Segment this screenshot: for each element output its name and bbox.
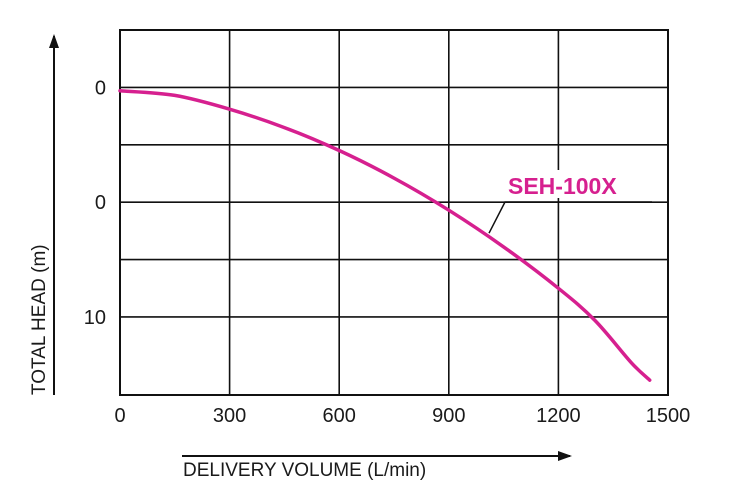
y-tick-label: 10 [84, 307, 106, 329]
series-label-bg [503, 170, 653, 198]
y-tick-labels: 0 0 10 [84, 77, 106, 329]
x-axis-title: DELIVERY VOLUME (L/min) [183, 460, 426, 481]
series-line [118, 89, 652, 382]
x-tick-label: 0 [114, 405, 125, 427]
y-axis-title: TOTAL HEAD (m) [29, 244, 50, 395]
series-label: SEH-100X [508, 173, 617, 199]
x-tick-label: 1200 [536, 405, 581, 427]
x-tick-label: 600 [323, 405, 356, 427]
grid [120, 30, 668, 395]
x-tick-labels: 0 300 600 900 1200 1500 [114, 405, 690, 427]
y-tick-label: 0 [95, 77, 106, 99]
plot-frame [119, 29, 669, 396]
x-tick-label: 1500 [646, 405, 691, 427]
y-tick-label: 0 [95, 192, 106, 214]
series-layer: SEH-100X [118, 89, 653, 382]
series-label-leader [488, 201, 652, 234]
x-tick-label: 900 [432, 405, 465, 427]
x-tick-label: 300 [213, 405, 246, 427]
